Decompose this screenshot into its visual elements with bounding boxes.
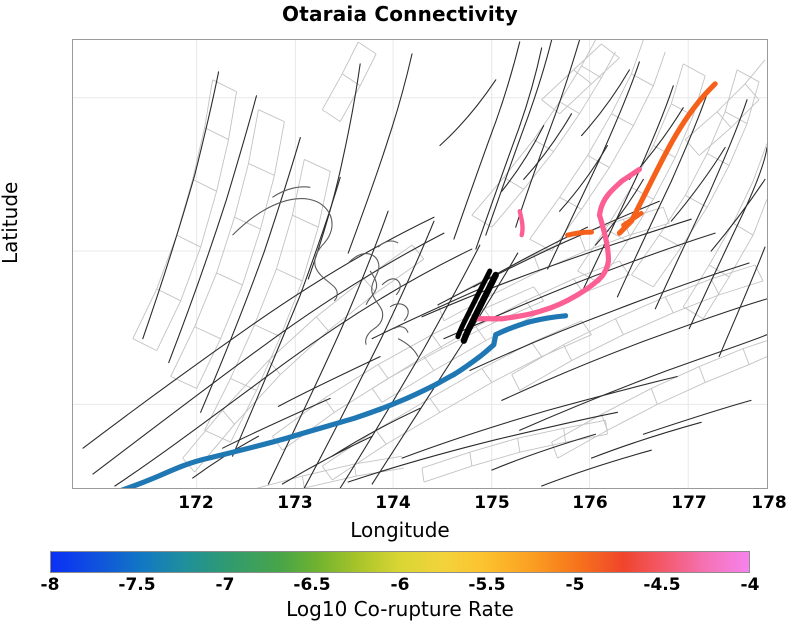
xtick-label: 178 <box>751 493 787 513</box>
xtick-label: 172 <box>178 493 214 513</box>
y-axis-label: Latitude <box>0 181 22 264</box>
xtick-label: 176 <box>572 493 608 513</box>
xtick-label: 174 <box>375 493 411 513</box>
fault-map <box>73 40 767 488</box>
colorbar-tick: -4.5 <box>643 575 681 595</box>
x-axis-label: Longitude <box>350 518 450 542</box>
colorbar-tick: -6.5 <box>293 575 331 595</box>
xtick-label: 175 <box>474 493 510 513</box>
colorbar-tick: -7.5 <box>118 575 156 595</box>
colorbar-tick: -7 <box>215 575 235 595</box>
fault-surface-projections <box>132 40 767 488</box>
colorbar-tick: -6 <box>390 575 410 595</box>
colorbar-tick: -4 <box>740 575 760 595</box>
colorbar-tick: -8 <box>40 575 60 595</box>
xtick-label: 173 <box>277 493 313 513</box>
colorbar-gradient <box>50 551 750 573</box>
fault-traces <box>82 40 767 488</box>
highlighted-fault-blue[interactable] <box>111 313 569 488</box>
colorbar-tick: -5.5 <box>468 575 506 595</box>
gridlines <box>73 40 767 488</box>
coastline <box>232 186 419 357</box>
highlighted-fault-orange[interactable] <box>565 81 718 238</box>
page-title: Otaraia Connectivity <box>282 2 518 26</box>
colorbar[interactable] <box>50 551 750 573</box>
colorbar-label: Log10 Co-rupture Rate <box>286 597 514 621</box>
source-fault-black[interactable] <box>455 268 499 344</box>
colorbar-tick: -5 <box>565 575 585 595</box>
map-plot-area[interactable] <box>72 39 768 489</box>
xtick-label: 177 <box>671 493 707 513</box>
